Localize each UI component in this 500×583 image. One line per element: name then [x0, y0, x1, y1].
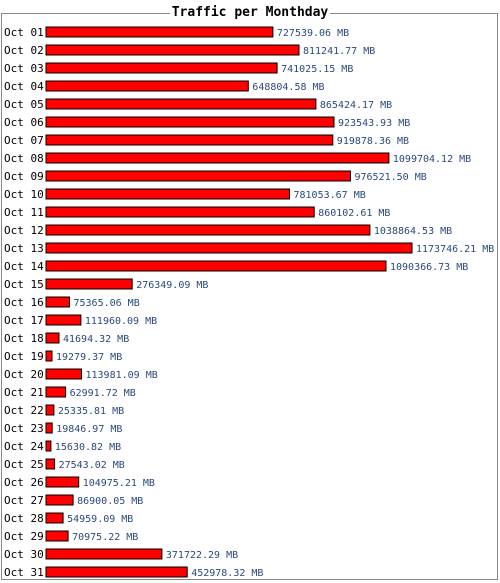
- chart-title: Traffic per Monthday: [169, 5, 331, 20]
- value-label: 27543.02 MB: [59, 460, 125, 471]
- day-label: Oct 19: [4, 350, 44, 363]
- day-label: Oct 22: [4, 404, 44, 417]
- traffic-bar: [45, 224, 371, 236]
- value-label: 15630.82 MB: [55, 442, 121, 453]
- value-label: 276349.09 MB: [136, 280, 208, 291]
- day-label: Oct 03: [4, 62, 44, 75]
- day-label: Oct 11: [4, 206, 44, 219]
- traffic-bar: [45, 116, 335, 128]
- value-label: 70975.22 MB: [72, 532, 138, 543]
- value-label: 1099704.12 MB: [393, 154, 471, 165]
- day-label: Oct 10: [4, 188, 44, 201]
- day-label: Oct 29: [4, 530, 44, 543]
- day-label: Oct 27: [4, 494, 44, 507]
- value-label: 727539.06 MB: [277, 28, 349, 39]
- day-label: Oct 15: [4, 278, 44, 291]
- traffic-bar: [45, 566, 188, 578]
- day-label: Oct 16: [4, 296, 44, 309]
- value-label: 19846.97 MB: [56, 424, 122, 435]
- value-label: 104975.21 MB: [83, 478, 155, 489]
- day-label: Oct 17: [4, 314, 44, 327]
- value-label: 452978.32 MB: [191, 568, 263, 579]
- day-label: Oct 04: [4, 80, 44, 93]
- traffic-bar: [45, 422, 53, 434]
- value-label: 113981.09 MB: [86, 370, 158, 381]
- value-label: 923543.93 MB: [338, 118, 410, 129]
- traffic-bar: [45, 62, 278, 74]
- traffic-bar: [45, 26, 274, 38]
- traffic-bar: [45, 278, 133, 290]
- traffic-bar: [45, 332, 60, 344]
- value-label: 865424.17 MB: [320, 100, 392, 111]
- value-label: 371722.29 MB: [166, 550, 238, 561]
- value-label: 741025.15 MB: [281, 64, 353, 75]
- day-label: Oct 08: [4, 152, 44, 165]
- day-label: Oct 07: [4, 134, 44, 147]
- day-label: Oct 12: [4, 224, 44, 237]
- traffic-bar: [45, 314, 82, 326]
- traffic-bar: [45, 260, 387, 272]
- day-label: Oct 09: [4, 170, 44, 183]
- day-label: Oct 25: [4, 458, 44, 471]
- value-label: 86900.05 MB: [77, 496, 143, 507]
- value-label: 19279.37 MB: [56, 352, 122, 363]
- day-label: Oct 02: [4, 44, 44, 57]
- value-label: 1090366.73 MB: [390, 262, 468, 273]
- day-label: Oct 26: [4, 476, 44, 489]
- day-label: Oct 05: [4, 98, 44, 111]
- traffic-bar: [45, 296, 70, 308]
- day-label: Oct 21: [4, 386, 44, 399]
- traffic-bar: [45, 476, 80, 488]
- traffic-bar: [45, 440, 52, 452]
- day-label: Oct 01: [4, 26, 44, 39]
- traffic-bar: [45, 350, 53, 362]
- value-label: 1173746.21 MB: [416, 244, 494, 255]
- value-label: 860102.61 MB: [318, 208, 390, 219]
- traffic-bar: [45, 188, 290, 200]
- day-label: Oct 30: [4, 548, 44, 561]
- day-label: Oct 18: [4, 332, 44, 345]
- traffic-bar: [45, 512, 64, 524]
- traffic-bar: [45, 242, 413, 254]
- traffic-bar: [45, 80, 249, 92]
- value-label: 648804.58 MB: [252, 82, 324, 93]
- value-label: 75365.06 MB: [74, 298, 140, 309]
- value-label: 781053.67 MB: [294, 190, 366, 201]
- value-label: 25335.81 MB: [58, 406, 124, 417]
- value-label: 976521.50 MB: [355, 172, 427, 183]
- value-label: 111960.09 MB: [85, 316, 157, 327]
- traffic-bar: [45, 404, 55, 416]
- traffic-bar: [45, 44, 300, 56]
- value-label: 54959.09 MB: [67, 514, 133, 525]
- day-label: Oct 14: [4, 260, 44, 273]
- traffic-bar: [45, 386, 67, 398]
- traffic-bar: [45, 170, 351, 182]
- day-label: Oct 13: [4, 242, 44, 255]
- chart-title-wrap: Traffic per Monthday: [0, 4, 500, 22]
- value-label: 919878.36 MB: [337, 136, 409, 147]
- day-label: Oct 06: [4, 116, 44, 129]
- traffic-bar: [45, 134, 334, 146]
- traffic-bar: [45, 206, 315, 218]
- day-label: Oct 23: [4, 422, 44, 435]
- traffic-bar: [45, 494, 74, 506]
- traffic-bar: [45, 530, 69, 542]
- value-label: 811241.77 MB: [303, 46, 375, 57]
- traffic-bar: [45, 152, 390, 164]
- day-label: Oct 28: [4, 512, 44, 525]
- traffic-bar: [45, 458, 56, 470]
- value-label: 62991.72 MB: [70, 388, 136, 399]
- value-label: 41694.32 MB: [63, 334, 129, 345]
- traffic-bar: [45, 98, 317, 110]
- day-label: Oct 24: [4, 440, 44, 453]
- value-label: 1038864.53 MB: [374, 226, 452, 237]
- day-label: Oct 31: [4, 566, 44, 579]
- traffic-bar: [45, 368, 82, 380]
- day-label: Oct 20: [4, 368, 44, 381]
- traffic-bar: [45, 548, 163, 560]
